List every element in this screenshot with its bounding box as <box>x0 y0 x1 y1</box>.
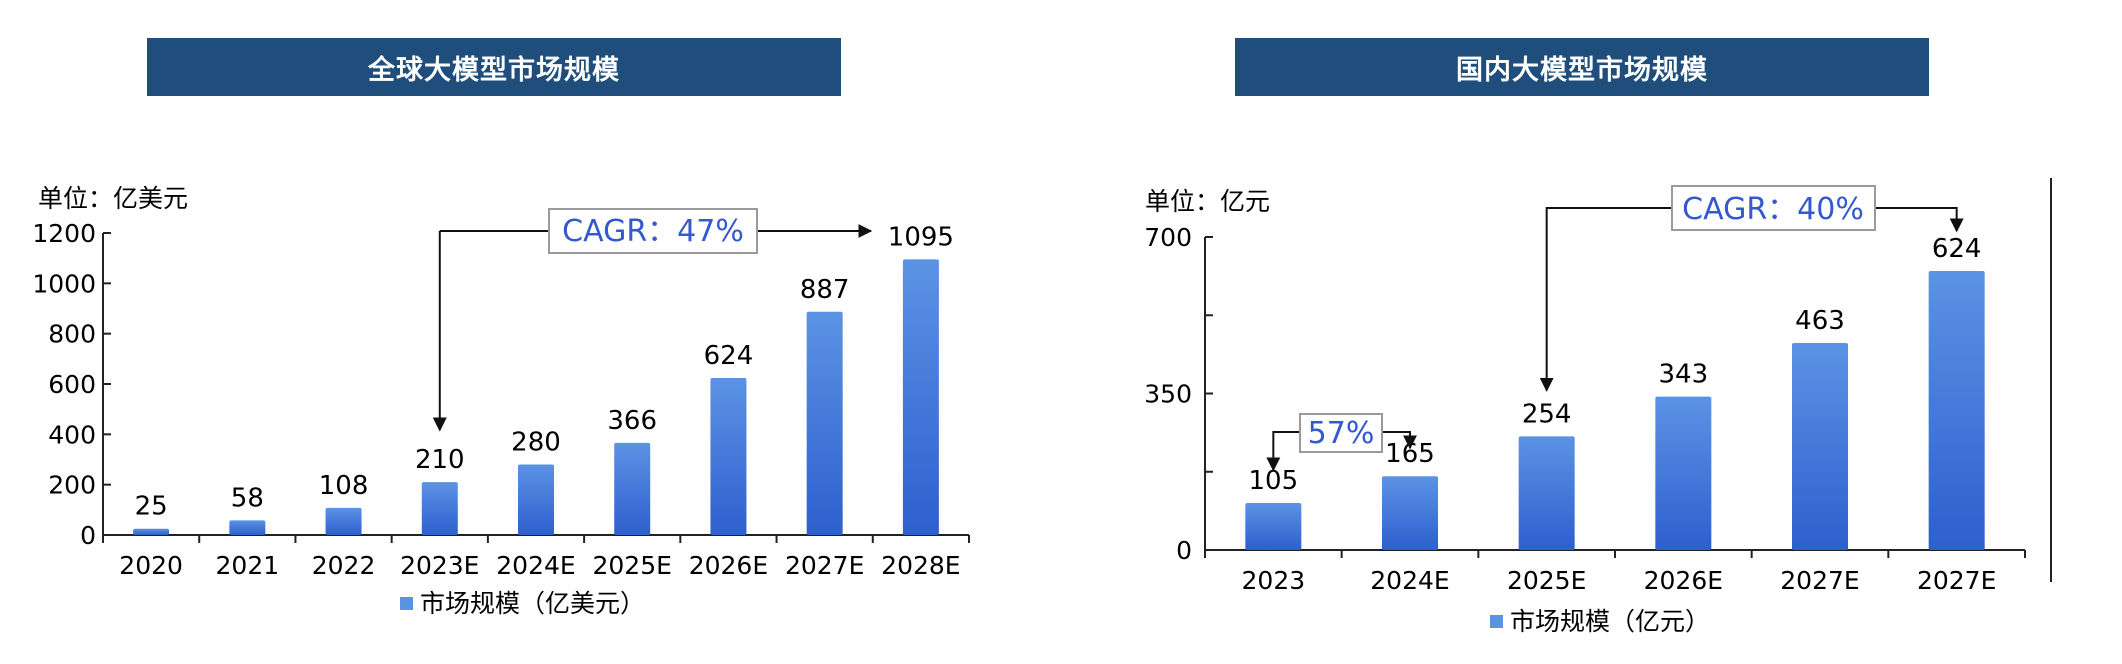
x-tick-label: 2028E <box>881 551 960 580</box>
cagr-label: CAGR：40% <box>1682 192 1864 227</box>
x-tick-label: 2023 <box>1242 566 1306 595</box>
y-tick-label: 1000 <box>32 269 96 298</box>
bar-value-label: 1095 <box>888 222 954 252</box>
x-tick-label: 2027E <box>1917 566 1996 595</box>
bar-value-label: 210 <box>415 445 465 475</box>
bar <box>325 507 362 535</box>
cagr-label: CAGR：47% <box>562 214 744 249</box>
y-tick-label: 0 <box>80 521 96 550</box>
x-tick-label: 2025E <box>593 551 672 580</box>
bar-value-label: 887 <box>800 275 850 305</box>
bar-value-label: 254 <box>1522 399 1572 429</box>
growth-arrow-left <box>1266 431 1300 472</box>
x-tick-label: 2027E <box>785 551 864 580</box>
bar <box>1655 396 1712 550</box>
y-tick-label: 400 <box>48 420 96 449</box>
bar-value-label: 25 <box>135 492 168 522</box>
bar <box>1792 342 1848 550</box>
bar-value-label: 343 <box>1659 360 1709 390</box>
x-tick-label: 2024E <box>496 551 575 580</box>
growth-box <box>1299 413 1383 453</box>
cagr-box <box>548 208 758 254</box>
y-tick-label: 800 <box>48 320 96 349</box>
legend-label: 市场规模（亿美元） <box>420 589 645 618</box>
bar-value-label: 280 <box>511 428 561 458</box>
global-market-chart: 单位：亿美元 0 200 400 600 800 1000 1200 25 2020 58 2021 1… <box>32 184 970 618</box>
growth-label: 57% <box>1308 416 1375 451</box>
bar <box>806 311 843 535</box>
cagr-box <box>1671 185 1876 231</box>
y-tick-label: 200 <box>48 471 96 500</box>
bar <box>1518 436 1575 550</box>
bar <box>421 482 458 535</box>
bar-value-label: 624 <box>704 341 754 371</box>
bar <box>614 442 651 535</box>
bar <box>133 528 170 535</box>
bar <box>1928 270 1985 550</box>
legend-label: 市场规模（亿元） <box>1510 607 1710 636</box>
x-tick-label: 2026E <box>689 551 768 580</box>
domestic-market-chart: 单位：亿元035070010520231652024E2542025E34320… <box>1144 185 2026 636</box>
cagr-arrow-left <box>1539 207 1672 392</box>
y-tick-label: 0 <box>1176 536 1192 565</box>
bar <box>518 464 554 535</box>
x-tick-label: 2021 <box>216 551 280 580</box>
x-tick-label: 2024E <box>1370 566 1449 595</box>
legend-swatch <box>1490 615 1503 628</box>
left-chart-title: 全球大模型市场规模 <box>147 38 841 96</box>
bar <box>710 377 747 535</box>
y-tick-label: 600 <box>48 370 96 399</box>
bar-value-label: 624 <box>1932 234 1982 264</box>
bar-value-label: 58 <box>231 483 264 513</box>
legend-swatch <box>400 597 413 610</box>
x-tick-label: 2025E <box>1507 566 1586 595</box>
cagr-arrow-right <box>1875 207 1964 233</box>
bar <box>229 520 266 535</box>
x-tick-label: 2022 <box>312 551 376 580</box>
bar-value-label: 105 <box>1249 466 1299 496</box>
x-tick-label: 2023E <box>400 551 479 580</box>
right-chart-title: 国内大模型市场规模 <box>1235 38 1929 96</box>
bar <box>902 259 939 535</box>
growth-arrow-right <box>1382 431 1417 450</box>
x-tick-label: 2027E <box>1780 566 1859 595</box>
y-tick-label: 350 <box>1144 380 1192 409</box>
y-tick-label: 1200 <box>32 219 96 248</box>
y-tick-label: 700 <box>1144 223 1192 252</box>
x-tick-label: 2020 <box>119 551 183 580</box>
bar <box>1245 503 1302 550</box>
bar-value-label: 366 <box>607 406 657 436</box>
unit-label: 单位：亿美元 <box>38 184 188 213</box>
bar <box>1382 476 1438 550</box>
bar-value-label: 108 <box>319 471 369 501</box>
x-tick-label: 2026E <box>1644 566 1723 595</box>
bar-value-label: 463 <box>1795 306 1845 336</box>
unit-label: 单位：亿元 <box>1145 187 1270 216</box>
